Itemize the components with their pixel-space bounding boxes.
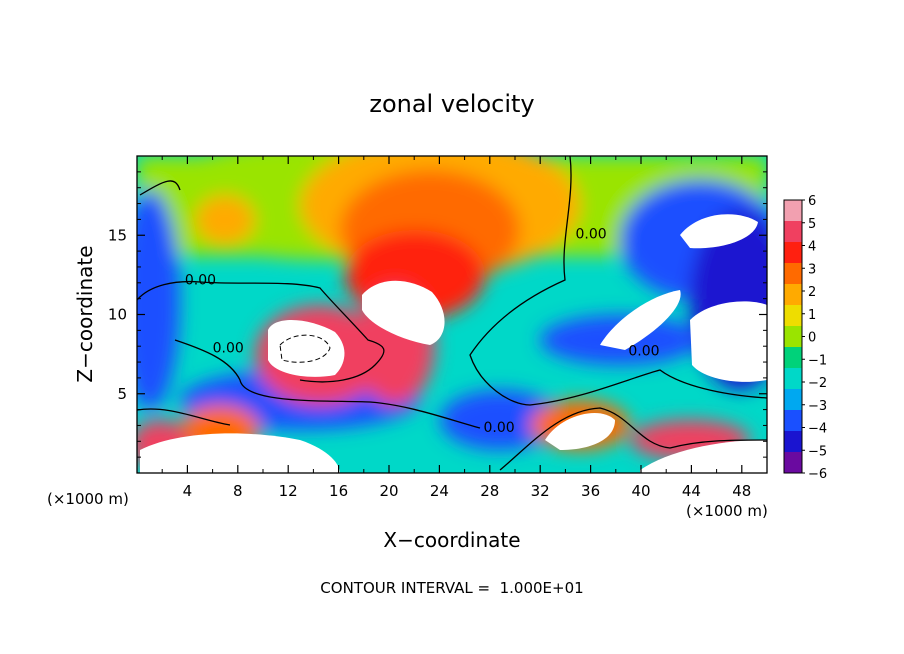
colorbar-label: 3 xyxy=(808,262,816,277)
velocity-field xyxy=(137,156,767,473)
colorbar-label: −1 xyxy=(808,353,827,368)
contour-label: 0.00 xyxy=(628,344,659,360)
colorbar-label: 1 xyxy=(808,308,816,323)
colorbar-swatch xyxy=(784,305,802,326)
colorbar-label: −2 xyxy=(808,376,827,391)
colorbar-swatch xyxy=(784,368,802,389)
x-tick-label: 24 xyxy=(430,482,449,500)
colorbar-label: −5 xyxy=(808,444,827,459)
x-tick-label: 40 xyxy=(631,482,650,500)
colorbar-swatch xyxy=(784,389,802,410)
colorbar-swatch xyxy=(784,326,802,347)
x-tick-label: 4 xyxy=(183,482,193,500)
colorbar: 6 5 4 3 2 1 0 −1 −2 −3 −4 −5 −6 xyxy=(783,194,827,482)
x-tick-label: 44 xyxy=(682,482,701,500)
contour-label: 0.00 xyxy=(575,226,606,242)
y-tick-label: 5 xyxy=(117,385,127,403)
contour-label: 0.00 xyxy=(484,420,515,436)
x-tick-label: 36 xyxy=(581,482,600,500)
y-axis-ticks: 5 10 15 xyxy=(108,171,767,458)
x-tick-label: 12 xyxy=(279,482,298,500)
colorbar-swatch xyxy=(784,221,802,242)
colorbar-swatch xyxy=(784,410,802,431)
colorbar-swatch xyxy=(784,263,802,284)
y-axis-label: Z−coordinate xyxy=(73,245,97,382)
colorbar-label: 5 xyxy=(808,217,816,232)
colorbar-label: −3 xyxy=(808,399,827,414)
x-tick-label: 28 xyxy=(480,482,499,500)
chart-title: zonal velocity xyxy=(369,90,534,118)
colorbar-label: −6 xyxy=(808,467,827,482)
contour-interval-footer: CONTOUR INTERVAL = 1.000E+01 xyxy=(320,579,583,597)
colorbar-swatch xyxy=(784,200,802,221)
x-tick-label: 32 xyxy=(531,482,550,500)
contour-label: 0.00 xyxy=(213,341,244,357)
colorbar-swatch xyxy=(784,431,802,452)
x-axis-unit-right: (×1000 m) xyxy=(686,502,768,520)
contour-labels: 0.00 0.00 0.00 0.00 0.00 xyxy=(185,226,660,435)
colorbar-label: 2 xyxy=(808,285,816,300)
x-axis-unit-left: (×1000 m) xyxy=(47,490,129,508)
colorbar-label: 4 xyxy=(808,240,816,255)
x-tick-label: 16 xyxy=(329,482,348,500)
contour-label: 0.00 xyxy=(185,272,216,288)
colorbar-label: −4 xyxy=(808,422,827,437)
colorbar-swatch xyxy=(784,284,802,305)
x-tick-label: 8 xyxy=(233,482,243,500)
colorbar-label: 6 xyxy=(808,194,816,209)
x-axis-label: X−coordinate xyxy=(383,528,520,552)
y-tick-label: 10 xyxy=(108,306,127,324)
colorbar-swatch xyxy=(784,452,802,473)
x-tick-label: 48 xyxy=(732,482,751,500)
x-tick-label: 20 xyxy=(379,482,398,500)
x-axis-ticks: 4 8 12 16 20 24 28 32 36 40 44 48 xyxy=(161,156,751,500)
y-tick-label: 15 xyxy=(108,226,127,244)
colorbar-swatch xyxy=(784,347,802,368)
colorbar-label: 0 xyxy=(808,331,816,346)
colorbar-swatch xyxy=(784,242,802,263)
